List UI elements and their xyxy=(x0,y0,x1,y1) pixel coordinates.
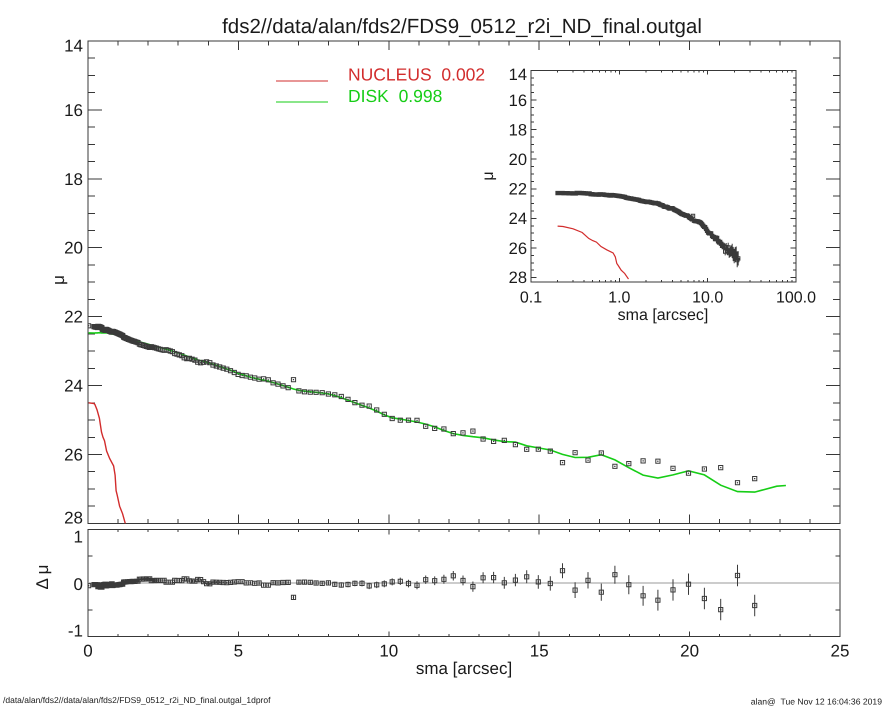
svg-text:15: 15 xyxy=(530,642,549,661)
svg-text:fds2//data/alan/fds2/FDS9_0512: fds2//data/alan/fds2/FDS9_0512_r2i_ND_fi… xyxy=(222,15,702,38)
svg-text:16: 16 xyxy=(64,101,83,120)
svg-text:μ: μ xyxy=(49,275,68,285)
svg-text:10.0: 10.0 xyxy=(692,290,723,307)
svg-text:sma [arcsec]: sma [arcsec] xyxy=(618,307,709,324)
svg-text:25: 25 xyxy=(831,642,850,661)
svg-text:16: 16 xyxy=(509,92,527,110)
svg-text:26: 26 xyxy=(509,240,527,258)
svg-text:22: 22 xyxy=(64,308,83,327)
svg-text:5: 5 xyxy=(234,642,243,661)
svg-text:alan@ Tue Nov 12 16:04:36 201: alan@ Tue Nov 12 16:04:36 2019 xyxy=(751,697,882,707)
svg-text:1.0: 1.0 xyxy=(608,290,630,307)
svg-text:0: 0 xyxy=(83,642,92,661)
svg-text:DISK 0.998: DISK 0.998 xyxy=(348,86,442,106)
svg-text:24: 24 xyxy=(64,377,83,396)
svg-text:20: 20 xyxy=(680,642,699,661)
svg-text:/data/alan/fds2//data/alan/fds: /data/alan/fds2//data/alan/fds2/FDS9_051… xyxy=(3,695,271,705)
svg-text:22: 22 xyxy=(509,181,527,199)
svg-text:28: 28 xyxy=(509,269,527,287)
svg-text:14: 14 xyxy=(509,66,527,84)
svg-text:10: 10 xyxy=(379,642,398,661)
svg-text:100.0: 100.0 xyxy=(776,290,816,307)
svg-text:-1: -1 xyxy=(68,622,83,641)
svg-text:24: 24 xyxy=(509,210,527,228)
svg-text:NUCLEUS 0.002: NUCLEUS 0.002 xyxy=(348,65,485,85)
svg-text:14: 14 xyxy=(64,37,83,56)
svg-text:18: 18 xyxy=(64,170,83,189)
svg-text:20: 20 xyxy=(64,239,83,258)
svg-text:1: 1 xyxy=(74,528,83,547)
svg-text:μ: μ xyxy=(480,171,497,180)
svg-text:sma [arcsec]: sma [arcsec] xyxy=(416,659,512,678)
svg-text:Δ μ: Δ μ xyxy=(33,565,52,590)
svg-text:26: 26 xyxy=(64,446,83,465)
svg-text:0: 0 xyxy=(74,575,83,594)
svg-text:20: 20 xyxy=(509,151,527,169)
svg-text:28: 28 xyxy=(64,509,83,528)
svg-text:0.1: 0.1 xyxy=(520,290,542,307)
svg-text:18: 18 xyxy=(509,121,527,139)
